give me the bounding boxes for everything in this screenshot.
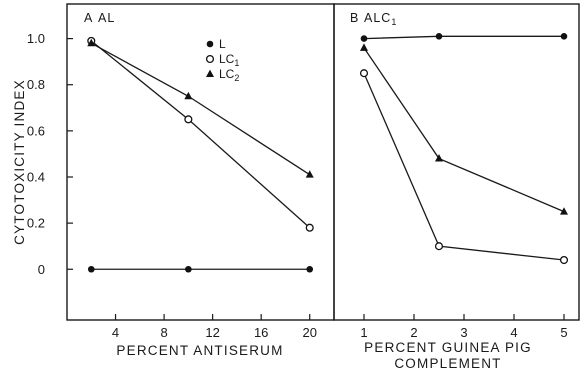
b-series-l-point [360, 35, 368, 42]
a-y-tick-label: 0.2 [27, 216, 45, 231]
a-series-lc1-point [184, 115, 193, 124]
panel-a: A AL CYTOTOXICITY INDEX PERCENT ANTISERU… [12, 3, 335, 358]
b-series-lc1-line [363, 72, 565, 261]
panel-b-frame [333, 3, 580, 321]
y-axis-label: CYTOTOXICITY INDEX [12, 79, 27, 245]
a-y-tick-label: 1.0 [27, 31, 45, 46]
legend-label-l: L [219, 37, 226, 51]
panel-b: B ALC1 PERCENT GUINEA PIG COMPLEMENT 1 2 3… [333, 3, 580, 371]
legend-marker-lc2 [206, 69, 214, 77]
a-series-lc1-point [305, 223, 314, 232]
panel-b-series [359, 32, 569, 265]
panel-a-x-ticks: 4 8 12 16 20 [112, 314, 317, 340]
panel-b-title: ALC1 [364, 11, 397, 27]
panel-b-x-axis-label-line1: PERCENT GUINEA PIG [364, 340, 532, 355]
panel-a-title: AL [98, 11, 115, 25]
panel-b-x-ticks: 1 2 3 4 5 [360, 314, 568, 340]
a-series-l-point [306, 265, 314, 273]
panel-a-letter: A [84, 11, 93, 25]
b-series-l-point [435, 32, 443, 40]
b-x-tick-label: 4 [510, 325, 517, 340]
panel-a-y-ticks: 0 0.2 0.4 0.6 0.8 1.0 [27, 31, 73, 277]
a-series-lc2-point [305, 170, 314, 178]
legend-label-lc1: LC1 [219, 52, 239, 68]
a-x-tick-label: 8 [160, 325, 167, 340]
legend-marker-l [206, 40, 214, 48]
a-series-lc2-point [87, 38, 96, 47]
b-x-tick-label: 1 [360, 325, 367, 340]
b-series-lc2-line [363, 47, 565, 213]
b-series-l-point [560, 32, 568, 40]
a-x-tick-label: 20 [302, 325, 316, 340]
a-y-tick-label: 0.6 [27, 123, 45, 138]
a-series-l-point [87, 265, 95, 273]
a-x-tick-label: 12 [205, 325, 219, 340]
b-series-lc1-point [434, 242, 444, 251]
a-x-tick-label: 4 [112, 325, 119, 340]
a-x-tick-label: 16 [254, 325, 268, 340]
b-series-lc1-point [559, 255, 569, 265]
a-series-lc1-line [90, 40, 311, 229]
a-series-lc2-line [90, 42, 311, 176]
b-series-lc2-point [360, 43, 368, 51]
panel-b-letter: B [350, 11, 359, 25]
a-series-l-point [185, 265, 192, 273]
panel-a-series [87, 36, 314, 273]
legend-label-lc2: LC2 [219, 67, 239, 83]
a-y-tick-label: 0.4 [27, 169, 45, 184]
panel-b-x-axis-label-line2: COMPLEMENT [394, 356, 501, 371]
b-series-lc2-point [560, 207, 568, 215]
a-series-lc2-point [184, 91, 193, 100]
b-x-tick-label: 5 [560, 325, 567, 340]
b-series-lc2-point [435, 154, 443, 162]
b-x-tick-label: 3 [460, 325, 467, 340]
panel-a-x-axis-label: PERCENT ANTISERUM [116, 343, 283, 358]
legend-marker-lc1 [205, 54, 215, 64]
a-y-tick-label: 0.8 [27, 77, 45, 92]
a-y-tick-label: 0 [38, 262, 45, 277]
b-series-lc1-point [359, 69, 369, 78]
b-series-l-line [363, 35, 564, 40]
b-x-tick-label: 2 [410, 325, 417, 340]
